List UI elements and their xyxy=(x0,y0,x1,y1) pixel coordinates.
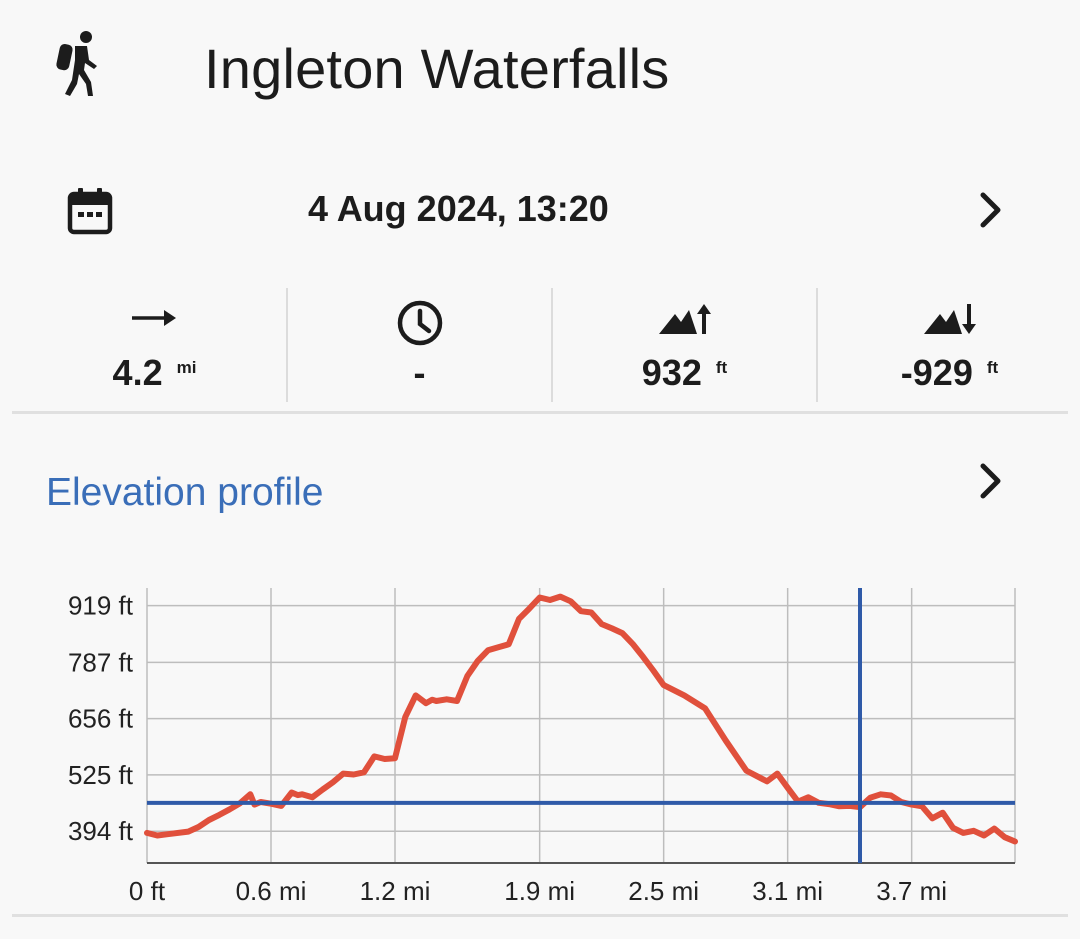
x-tick-label: 1.2 mi xyxy=(360,876,431,906)
stat-divider xyxy=(551,288,553,402)
y-axis: 394 ft 525 ft 656 ft 787 ft 919 ft xyxy=(68,591,134,847)
chart-grid xyxy=(146,588,1016,864)
elevation-line xyxy=(144,593,1018,845)
bottom-divider xyxy=(12,914,1068,917)
x-tick-label: 1.9 mi xyxy=(504,876,575,906)
mountain-ascent-icon xyxy=(658,304,711,334)
stat-divider xyxy=(286,288,288,402)
elevation-header[interactable]: Elevation profile xyxy=(0,455,1080,525)
x-tick-label: 3.7 mi xyxy=(876,876,947,906)
x-axis: 0 ft 0.6 mi 1.2 mi 1.9 mi 2.5 mi 3.1 mi 3.7 mi xyxy=(129,876,947,906)
elevation-title: Elevation profile xyxy=(46,471,324,514)
arrow-right-icon xyxy=(131,310,176,326)
x-tick-label: 2.5 mi xyxy=(628,876,699,906)
distance-value: 4.2 mi xyxy=(112,352,197,393)
elevation-chart[interactable]: 394 ft 525 ft 656 ft 787 ft 919 ft 0 ft 0.6 m… xyxy=(0,560,1080,920)
stat-distance: 4.2 mi xyxy=(22,286,287,402)
descent-unit: ft xyxy=(986,358,999,377)
y-tick-label: 919 ft xyxy=(68,591,134,621)
x-tick-label: 0.6 mi xyxy=(236,876,307,906)
section-divider xyxy=(12,411,1068,414)
duration-value: - xyxy=(413,352,426,393)
calendar-icon xyxy=(67,188,113,235)
distance-unit: mi xyxy=(176,358,197,377)
x-tick-label: 0 ft xyxy=(129,876,166,906)
ascent-unit: ft xyxy=(715,358,728,377)
stats-row: 4.2 mi - 932 ft -929 ft xyxy=(0,286,1080,402)
stat-duration: - xyxy=(287,286,552,402)
stat-ascent: 932 ft xyxy=(552,286,817,402)
hiker-icon xyxy=(56,31,97,96)
clock-icon xyxy=(397,300,442,346)
stat-descent: -929 ft xyxy=(817,286,1080,402)
header: Ingleton Waterfalls xyxy=(0,0,1080,140)
chevron-right-icon[interactable] xyxy=(976,190,1006,230)
date-row[interactable]: 4 Aug 2024, 13:20 xyxy=(0,170,1080,250)
ascent-value: 932 ft xyxy=(641,352,728,393)
y-tick-label: 394 ft xyxy=(68,816,134,846)
chevron-right-icon[interactable] xyxy=(976,461,1006,501)
x-tick-label: 3.1 mi xyxy=(752,876,823,906)
mountain-descent-icon xyxy=(923,304,976,334)
y-tick-label: 656 ft xyxy=(68,704,134,734)
descent-value: -929 ft xyxy=(900,352,999,393)
stat-divider xyxy=(816,288,818,402)
y-tick-label: 525 ft xyxy=(68,760,134,790)
page-title: Ingleton Waterfalls xyxy=(204,37,670,100)
y-tick-label: 787 ft xyxy=(68,647,134,677)
activity-date: 4 Aug 2024, 13:20 xyxy=(308,188,609,229)
